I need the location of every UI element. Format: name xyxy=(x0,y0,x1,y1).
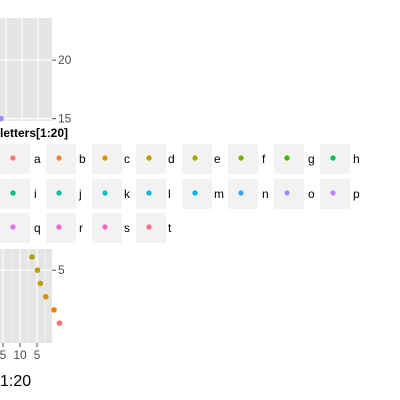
bottom-panel-point xyxy=(37,280,44,287)
legend-label: t xyxy=(168,221,172,235)
legend-title: letters[1:20] xyxy=(0,126,68,140)
legend-label: a xyxy=(34,152,41,166)
bottom-panel-x-tick-label: 5 xyxy=(34,348,41,362)
top-panel-y-tick-label: 15 xyxy=(58,112,72,126)
x-axis-title: 1:20 xyxy=(0,373,31,390)
legend-dot xyxy=(102,224,108,230)
legend-dot xyxy=(330,190,336,196)
bottom-panel-point xyxy=(29,254,35,260)
legend-dot xyxy=(284,190,290,196)
legend-dot xyxy=(146,155,152,161)
legend-dot xyxy=(10,224,16,230)
legend-label: g xyxy=(308,152,315,166)
bottom-panel: 5 5 10 5 xyxy=(0,249,65,362)
legend-label: m xyxy=(214,187,224,201)
legend-label: c xyxy=(124,152,130,166)
legend-dot xyxy=(238,155,244,161)
legend-label: d xyxy=(168,152,175,166)
bottom-panel-y-tick-label: 5 xyxy=(58,263,65,277)
legend-label: b xyxy=(79,152,86,166)
legend-dot xyxy=(330,155,336,161)
legend-label: l xyxy=(168,187,171,201)
legend-label: i xyxy=(34,187,37,201)
legend-dot xyxy=(102,155,108,161)
legend-dot xyxy=(56,155,62,161)
legend-dot xyxy=(10,155,16,161)
legend-label: p xyxy=(353,187,360,201)
legend-label: n xyxy=(262,187,269,201)
legend: a b c d e f g h i j k l m n o p q r s t xyxy=(0,144,360,243)
bottom-panel-point xyxy=(34,267,41,273)
bottom-panel-point xyxy=(42,293,49,300)
top-panel-background xyxy=(0,18,52,121)
bottom-panel-x-tick-label: 5 xyxy=(0,348,7,362)
legend-label: e xyxy=(214,152,221,166)
legend-label: k xyxy=(124,187,131,201)
legend-dot xyxy=(192,155,198,161)
legend-label: j xyxy=(78,187,82,201)
bottom-panel-point xyxy=(56,320,63,326)
legend-label: q xyxy=(34,221,41,235)
top-panel-point xyxy=(0,115,4,122)
legend-dot xyxy=(192,190,198,196)
legend-label: o xyxy=(308,187,315,201)
bottom-panel-x-tick-label: 10 xyxy=(13,348,27,362)
legend-dot xyxy=(56,224,62,230)
legend-label: s xyxy=(124,221,130,235)
bottom-panel-point xyxy=(51,307,57,313)
legend-dot xyxy=(146,224,152,230)
top-panel-y-tick-label: 20 xyxy=(58,53,72,67)
legend-label: f xyxy=(262,152,266,166)
legend-dot xyxy=(284,155,290,161)
legend-dot xyxy=(10,190,16,196)
legend-dot xyxy=(102,190,108,196)
legend-dot xyxy=(146,190,152,196)
legend-label: r xyxy=(79,221,83,235)
legend-label: h xyxy=(353,152,360,166)
legend-dot xyxy=(238,190,244,196)
legend-dot xyxy=(56,190,62,196)
